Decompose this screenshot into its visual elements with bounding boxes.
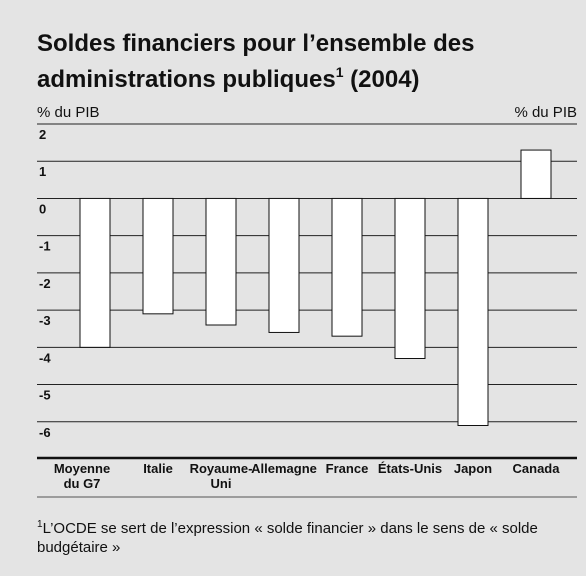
x-tick-label: États-Unis	[377, 461, 443, 476]
x-tick-label: Royaume-Uni	[189, 461, 253, 491]
bar	[79, 197, 111, 348]
bar	[394, 197, 426, 359]
title-text: Soldes financiers pour l’ensemble des ad…	[37, 30, 475, 93]
bar	[520, 149, 552, 199]
title-year: (2004)	[350, 66, 420, 93]
x-tick-label: Moyenne du G7	[53, 461, 111, 491]
x-tick-label: France	[325, 461, 369, 476]
x-tick-label: Japon	[453, 461, 493, 476]
y-tick-label: 0	[39, 201, 46, 216]
x-tick-label: Canada	[512, 461, 560, 476]
bar	[142, 197, 174, 315]
bar	[331, 197, 363, 337]
y-axis-label-right: % du PIB	[514, 104, 577, 121]
y-tick-label: 1	[39, 164, 46, 179]
bar	[205, 197, 237, 326]
y-tick-label: -5	[39, 388, 51, 403]
y-tick-label: -1	[39, 239, 51, 254]
y-tick-label: -2	[39, 276, 51, 291]
x-tick-label: Italie	[143, 461, 173, 476]
y-tick-label: 2	[39, 127, 46, 142]
y-tick-label: -6	[39, 425, 51, 440]
y-tick-label: -3	[39, 313, 51, 328]
bar	[457, 197, 489, 426]
y-tick-label: -4	[39, 350, 51, 365]
chart-title: Soldes financiers pour l’ensemble des ad…	[37, 30, 537, 94]
y-axis-label-left: % du PIB	[37, 104, 100, 121]
title-note: 1	[335, 64, 344, 80]
footnote-text: L’OCDE se sert de l’expression « solde f…	[37, 520, 538, 556]
x-tick-label: Allemagne	[251, 461, 317, 476]
bar	[268, 197, 300, 333]
footnote: 1L’OCDE se sert de l’expression « solde …	[37, 515, 577, 557]
footnote-marker: 1	[37, 519, 43, 530]
